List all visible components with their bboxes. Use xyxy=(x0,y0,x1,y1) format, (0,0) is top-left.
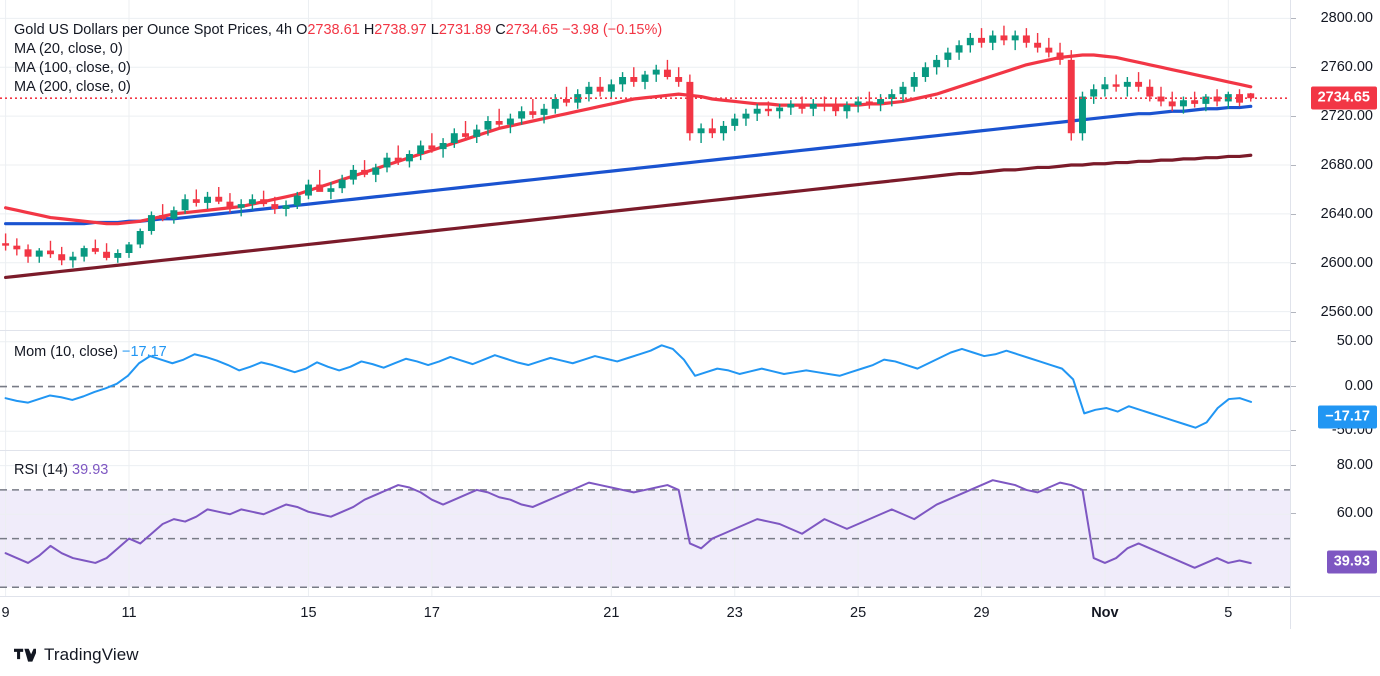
time-axis-label: 5 xyxy=(1224,605,1233,621)
axis-tick xyxy=(1291,340,1296,342)
last-price-tag[interactable]: 2734.65 xyxy=(1310,86,1377,110)
axis-tick xyxy=(1291,67,1296,69)
price-axis-label: 2560.00 xyxy=(1320,303,1373,320)
momentum-axis-label: 50.00 xyxy=(1336,332,1373,349)
axis-tick xyxy=(1291,116,1296,118)
axis-tick xyxy=(1291,464,1296,466)
tradingview-monogram-icon xyxy=(14,648,36,662)
time-axis-label: 29 xyxy=(973,605,990,621)
price-axis-label: 2760.00 xyxy=(1320,59,1373,76)
rsi-pane[interactable] xyxy=(0,450,1290,597)
time-axis-label: 25 xyxy=(850,605,867,621)
time-axis-label: 23 xyxy=(726,605,743,621)
price-axis-label: 2680.00 xyxy=(1320,157,1373,173)
price-axis-label: 2640.00 xyxy=(1320,205,1373,222)
price-axis-label: 2720.00 xyxy=(1320,108,1373,125)
time-axis-label: 9 xyxy=(1,605,10,621)
axis-tick xyxy=(1291,385,1296,387)
axis-tick xyxy=(1291,165,1296,166)
time-axis-label: 15 xyxy=(300,605,317,621)
time-axis-label: Nov xyxy=(1091,605,1119,621)
axis-tick xyxy=(1291,430,1296,432)
axis-tick xyxy=(1291,513,1296,515)
price-pane[interactable] xyxy=(0,0,1290,330)
axis-tick xyxy=(1291,311,1296,313)
rsi-axis-label: 80.00 xyxy=(1336,456,1373,473)
time-axis-label: 21 xyxy=(603,605,620,621)
momentum-axis-label: 0.00 xyxy=(1344,377,1373,394)
price-axis-label: 2800.00 xyxy=(1320,10,1373,27)
chart-canvas[interactable] xyxy=(0,0,1290,597)
value-axis[interactable]: 2800.00 2760.00 2720.00 2680.00 2640.00 2600.… xyxy=(1290,0,1380,596)
momentum-value-tag[interactable]: −17.17 xyxy=(1318,405,1377,429)
axis-tick xyxy=(1291,262,1296,264)
time-axis-label: 17 xyxy=(423,605,440,621)
axis-tick xyxy=(1291,213,1296,215)
tradingview-logo[interactable]: TradingView xyxy=(14,645,139,665)
axis-tick xyxy=(1291,18,1296,20)
rsi-value-tag[interactable]: 39.93 xyxy=(1326,550,1377,574)
time-axis-label: 11 xyxy=(121,605,137,621)
rsi-axis-label: 60.00 xyxy=(1336,505,1373,522)
axis-corner xyxy=(1290,596,1380,629)
price-axis-label: 2600.00 xyxy=(1320,254,1373,271)
time-axis[interactable]: 9 11 15 17 21 23 25 29 Nov 5 xyxy=(0,596,1290,629)
brand-name: TradingView xyxy=(44,645,139,664)
momentum-pane[interactable] xyxy=(0,330,1290,451)
